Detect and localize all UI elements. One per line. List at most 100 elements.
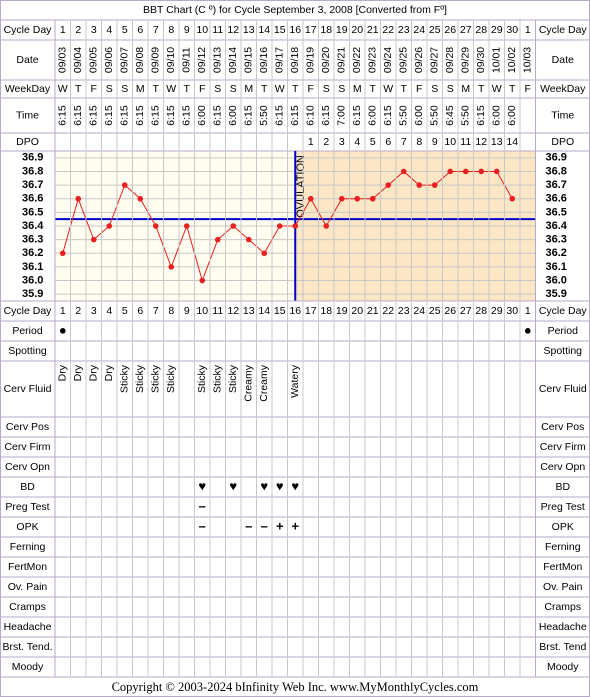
dpo: 14	[506, 136, 518, 148]
row-label: Cerv Pos	[6, 421, 49, 433]
date: 09/17	[274, 47, 286, 73]
time: 6:15	[57, 105, 69, 126]
cycle-day: 16	[289, 305, 301, 317]
row-label: Cramps	[544, 601, 581, 613]
row-label: BD	[20, 481, 35, 493]
y-tick-label: 36.9	[22, 152, 43, 164]
temperature-point	[183, 223, 190, 229]
row-label: Cycle Day	[4, 305, 53, 317]
cycle-day: 19	[336, 305, 348, 317]
row-label: Cerv Firm	[4, 441, 50, 453]
date: 09/07	[119, 47, 131, 73]
cycle-day: 5	[122, 305, 128, 317]
cycle-day: 9	[184, 305, 190, 317]
date: 09/10	[165, 47, 177, 73]
dpo: 6	[385, 136, 391, 148]
weekday: M	[353, 83, 362, 95]
observation-mark: ♥	[276, 478, 284, 493]
temperature-point	[354, 195, 361, 202]
time: 6:10	[305, 105, 317, 126]
time: 6:45	[444, 105, 456, 126]
cycle-day: 1	[525, 305, 531, 317]
date: 09/28	[444, 47, 456, 73]
temperature-point	[214, 236, 221, 243]
time: 5:50	[429, 105, 441, 126]
time: 6:15	[274, 105, 286, 126]
dpo: 3	[339, 136, 345, 148]
observation-mark: ●	[59, 322, 67, 337]
temperature-point	[90, 236, 97, 243]
time: 6:15	[181, 105, 193, 126]
temperature-point	[385, 182, 392, 188]
observation-mark: ♥	[198, 478, 206, 493]
row-label: OPK	[16, 521, 38, 533]
time: 6:00	[413, 105, 425, 126]
dpo: 8	[416, 136, 422, 148]
weekday: M	[136, 83, 145, 95]
cycle-day: 9	[184, 24, 190, 36]
row-label: Preg Test	[5, 501, 49, 513]
weekday: F	[525, 83, 531, 95]
y-tick-label: 36.0	[22, 274, 43, 286]
cycle-day: 17	[305, 24, 317, 36]
cycle-day: 24	[413, 24, 425, 36]
date: 09/24	[382, 47, 394, 73]
temperature-point	[338, 195, 345, 202]
date: 09/25	[398, 47, 410, 73]
dpo: 7	[401, 136, 407, 148]
cycle-day: 21	[367, 24, 379, 36]
y-tick-label: 36.9	[546, 152, 567, 164]
time: 6:15	[103, 105, 115, 126]
time: 5:50	[460, 105, 472, 126]
observation-mark: Creamy	[243, 364, 255, 402]
row-label: Ov. Pain	[8, 581, 48, 593]
weekday: S	[338, 83, 345, 95]
observation-mark: ●	[524, 322, 532, 337]
cycle-day: 8	[168, 24, 174, 36]
weekday: S	[121, 83, 128, 95]
date: 09/03	[57, 47, 69, 73]
temperature-point	[168, 264, 175, 270]
temperature-point	[323, 223, 330, 229]
time: 6:15	[88, 105, 100, 126]
weekday: S	[106, 83, 113, 95]
date: 09/06	[103, 47, 115, 73]
cycle-day: 3	[91, 305, 97, 317]
weekday: F	[91, 83, 97, 95]
date: 09/18	[289, 47, 301, 73]
row-label: Cerv Opn	[540, 461, 585, 473]
date: 09/29	[460, 47, 472, 73]
temperature-point	[245, 236, 252, 243]
dpo: 9	[432, 136, 438, 148]
time: 5:50	[398, 105, 410, 126]
time: 6:15	[382, 105, 394, 126]
date: 09/11	[181, 47, 193, 73]
row-label: DPO	[551, 136, 574, 148]
y-tick-label: 36.4	[546, 220, 568, 232]
time: 6:00	[367, 105, 379, 126]
temperature-point	[493, 168, 500, 175]
time: 6:15	[351, 105, 363, 126]
observation-mark: Sticky	[196, 364, 208, 393]
y-tick-label: 36.2	[546, 247, 567, 259]
weekday: M	[461, 83, 470, 95]
observation-mark: ♥	[260, 478, 268, 493]
date: 09/23	[367, 47, 379, 73]
date: 10/03	[522, 47, 534, 73]
y-tick-label: 35.9	[546, 288, 567, 300]
weekday: T	[153, 83, 160, 95]
cycle-day: 11	[212, 24, 223, 36]
cycle-day: 30	[506, 24, 518, 36]
cycle-day: 8	[168, 305, 174, 317]
cycle-day: 24	[413, 305, 425, 317]
date: 09/08	[134, 47, 146, 73]
date: 09/12	[196, 47, 208, 73]
cycle-day: 14	[258, 305, 270, 317]
weekday: S	[323, 83, 330, 95]
temperature-point	[121, 182, 128, 188]
y-tick-label: 36.3	[22, 234, 43, 246]
cycle-day: 13	[243, 305, 255, 317]
time: 6:15	[212, 105, 224, 126]
